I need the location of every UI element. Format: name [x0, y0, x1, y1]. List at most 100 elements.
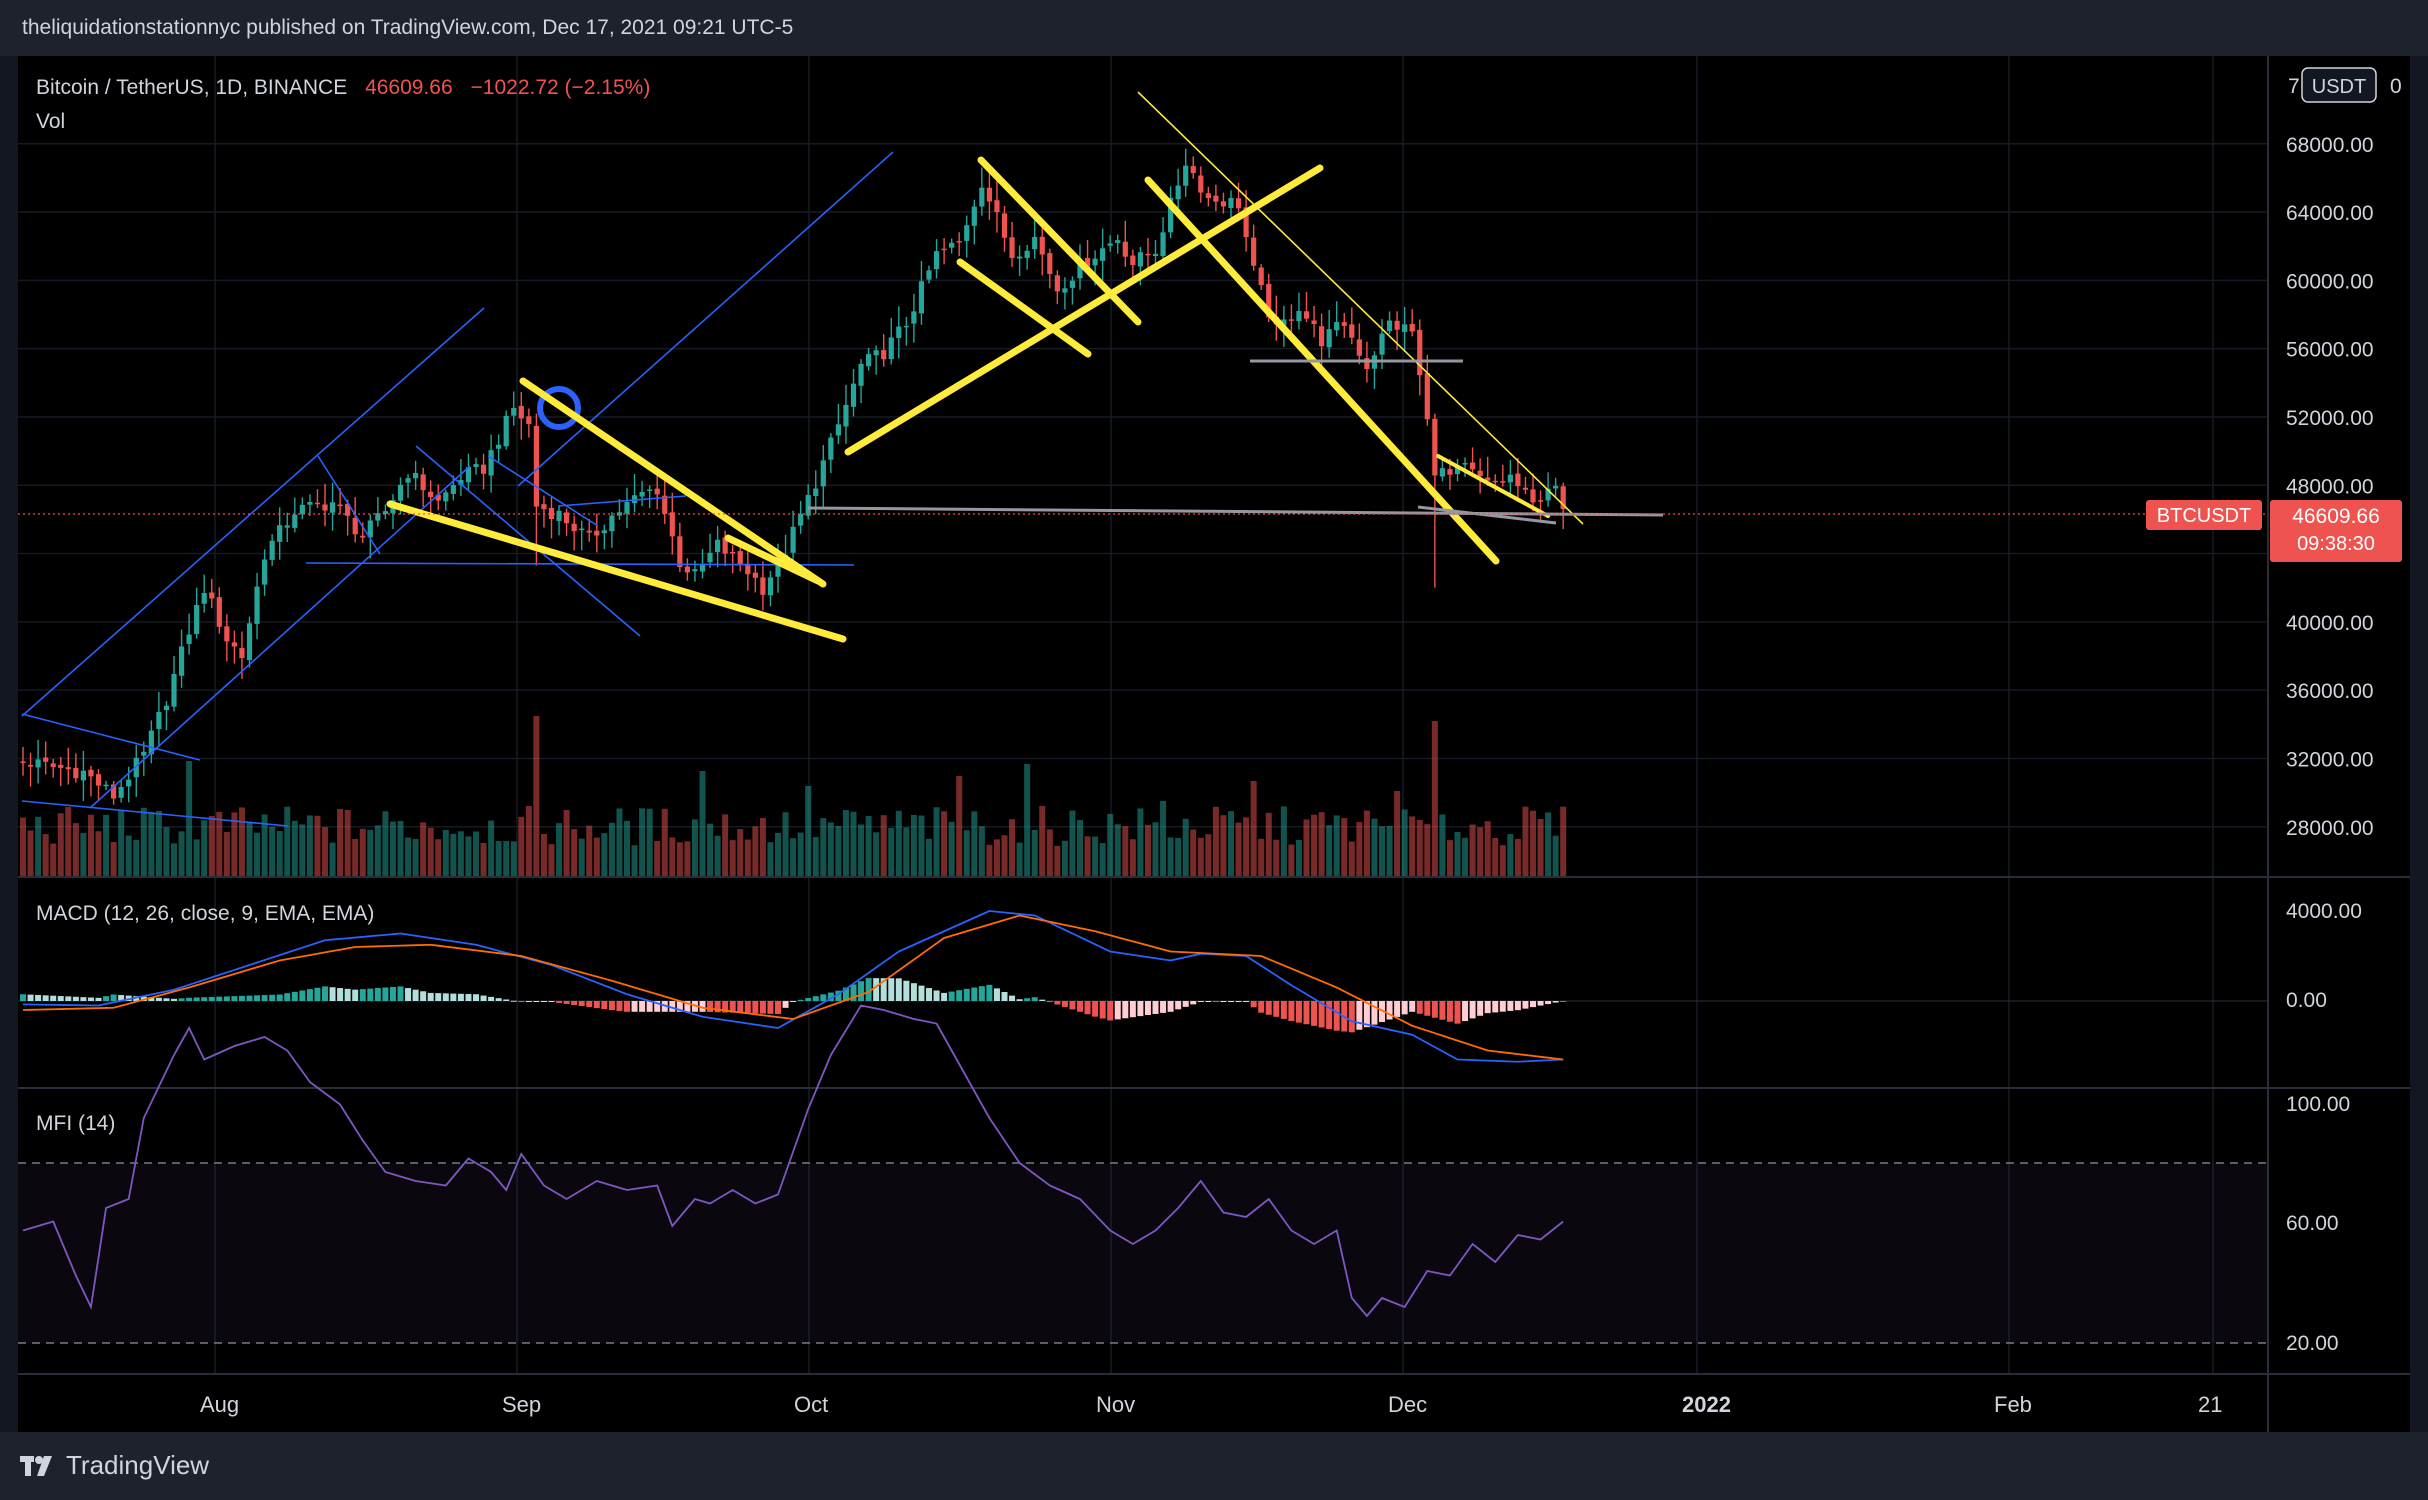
candle-body[interactable] — [760, 577, 766, 595]
candle-body[interactable] — [156, 712, 162, 730]
time-axis[interactable]: Aug Sep Oct Nov Dec 2022 Feb 21 — [200, 1392, 2222, 1417]
candle-body[interactable] — [1432, 418, 1438, 476]
candle-body[interactable] — [465, 467, 472, 483]
candle-body[interactable] — [662, 495, 668, 514]
candle-body[interactable] — [903, 325, 909, 328]
blue-line-2[interactable] — [21, 800, 289, 827]
macd-pane[interactable] — [18, 910, 2268, 1063]
candle-body[interactable] — [352, 517, 358, 535]
candle-body[interactable] — [933, 251, 940, 270]
candle-body[interactable] — [820, 460, 826, 487]
trendline-drawings[interactable] — [21, 91, 1664, 827]
yellow-flag-upper[interactable] — [977, 156, 1142, 326]
candle-body[interactable] — [858, 363, 864, 386]
candle-body[interactable] — [103, 784, 109, 787]
candle-body[interactable] — [80, 770, 86, 781]
candle-body[interactable] — [178, 646, 185, 676]
candle-body[interactable] — [337, 504, 343, 507]
blue-line-5[interactable] — [415, 445, 641, 637]
candle-body[interactable] — [677, 536, 683, 568]
candle-body[interactable] — [322, 504, 328, 511]
candle-body[interactable] — [1024, 250, 1030, 259]
candle-body[interactable] — [888, 337, 894, 360]
candle-body[interactable] — [141, 751, 147, 756]
candle-body[interactable] — [571, 523, 577, 532]
candle-body[interactable] — [1334, 322, 1340, 331]
symbol-legend[interactable]: Bitcoin / TetherUS, 1D, BINANCE 46609.66… — [36, 76, 650, 100]
candle-body[interactable] — [752, 572, 758, 578]
candle-body[interactable] — [277, 525, 283, 542]
yellow-small-flag[interactable] — [1436, 454, 1550, 518]
candle-body[interactable] — [1092, 258, 1098, 266]
candle-body[interactable] — [1319, 326, 1325, 347]
candle-body[interactable] — [1409, 323, 1415, 332]
candle-body[interactable] — [27, 764, 34, 767]
candle-body[interactable] — [1017, 256, 1023, 259]
candle-body[interactable] — [828, 437, 834, 460]
candle-body[interactable] — [488, 450, 494, 476]
candle-body[interactable] — [1379, 333, 1385, 355]
candle-body[interactable] — [1296, 310, 1302, 322]
candle-body[interactable] — [511, 407, 517, 416]
candle-body[interactable] — [699, 563, 706, 572]
candle-body[interactable] — [194, 604, 200, 635]
candle-body[interactable] — [118, 786, 124, 798]
candle-body[interactable] — [375, 513, 381, 521]
candle-body[interactable] — [1084, 257, 1091, 267]
candle-body[interactable] — [737, 551, 743, 565]
candle-body[interactable] — [707, 552, 713, 563]
yellow-wedge-upper[interactable] — [519, 377, 827, 588]
candle-body[interactable] — [1394, 320, 1400, 330]
candle-body[interactable] — [1205, 193, 1211, 199]
candle-body[interactable] — [586, 530, 592, 533]
candle-body[interactable] — [1349, 324, 1355, 338]
candle-body[interactable] — [745, 563, 751, 575]
candle-body[interactable] — [1492, 480, 1498, 483]
candle-body[interactable] — [926, 270, 932, 280]
candle-body[interactable] — [1100, 248, 1106, 261]
candle-body[interactable] — [518, 405, 524, 419]
candle-body[interactable] — [201, 593, 207, 604]
candle-body[interactable] — [35, 759, 41, 768]
tradingview-logo-icon[interactable] — [20, 1454, 60, 1478]
candle-body[interactable] — [299, 504, 305, 515]
yellow-flag-lower[interactable] — [956, 258, 1092, 358]
candle-body[interactable] — [1402, 324, 1408, 332]
candle-body[interactable] — [654, 488, 660, 495]
candle-body[interactable] — [367, 520, 373, 538]
candle-body[interactable] — [1356, 339, 1362, 356]
price-axis[interactable]: 7 0 USDT — [2288, 67, 2402, 103]
candle-body[interactable] — [1069, 280, 1076, 288]
candle-body[interactable] — [579, 528, 585, 531]
candle-body[interactable] — [1047, 253, 1053, 275]
candle-body[interactable] — [360, 535, 366, 538]
candle-body[interactable] — [1522, 487, 1529, 490]
candle-body[interactable] — [964, 225, 970, 241]
candle-body[interactable] — [314, 502, 321, 505]
candle-body[interactable] — [1190, 166, 1196, 174]
candle-body[interactable] — [1243, 207, 1249, 238]
mfi-legend[interactable]: MFI (14) — [36, 1112, 116, 1135]
candle-body[interactable] — [254, 586, 260, 624]
candle-body[interactable] — [224, 626, 230, 642]
candle-body[interactable] — [1545, 488, 1551, 501]
gray-small-line[interactable] — [1417, 505, 1557, 525]
candle-body[interactable] — [1258, 267, 1264, 286]
candle-body[interactable] — [594, 530, 600, 536]
candle-body[interactable] — [1439, 468, 1445, 477]
candle-body[interactable] — [496, 444, 502, 449]
blue-channel-mid[interactable] — [517, 151, 894, 487]
currency-button[interactable] — [2301, 67, 2377, 103]
macd-legend[interactable]: MACD (12, 26, close, 9, EMA, EMA) — [36, 902, 375, 925]
candle-body[interactable] — [1107, 243, 1113, 246]
candle-body[interactable] — [949, 242, 955, 248]
yellow-rising-line[interactable] — [844, 164, 1324, 456]
candle-body[interactable] — [1454, 465, 1461, 474]
candle-body[interactable] — [480, 464, 487, 474]
candle-body[interactable] — [1424, 373, 1430, 420]
candle-body[interactable] — [284, 525, 290, 528]
candle-body[interactable] — [20, 761, 26, 763]
candlesticks[interactable] — [20, 148, 1566, 805]
candle-body[interactable] — [148, 730, 154, 755]
candle-body[interactable] — [526, 416, 532, 425]
